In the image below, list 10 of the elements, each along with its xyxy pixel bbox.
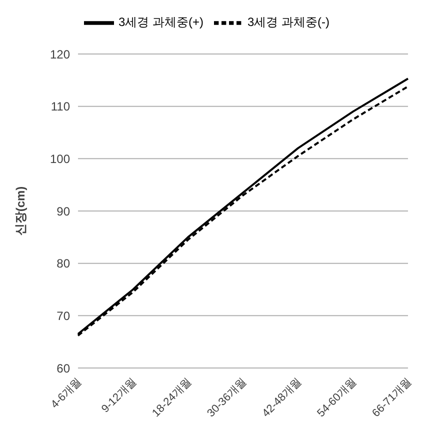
y-tick-label: 70 [56, 308, 70, 323]
y-tick-label: 110 [50, 100, 70, 114]
legend-label: 3세경 과체중(-) [248, 15, 330, 30]
y-tick-label: 120 [50, 47, 70, 62]
y-tick-label: 100 [50, 152, 70, 166]
y-axis-title: 신장(cm) [13, 186, 28, 236]
y-tick-label: 90 [56, 204, 70, 218]
y-tick-label: 60 [56, 361, 70, 376]
legend-label: 3세경 과체중(+) [118, 15, 204, 30]
y-tick-label: 80 [56, 256, 70, 271]
